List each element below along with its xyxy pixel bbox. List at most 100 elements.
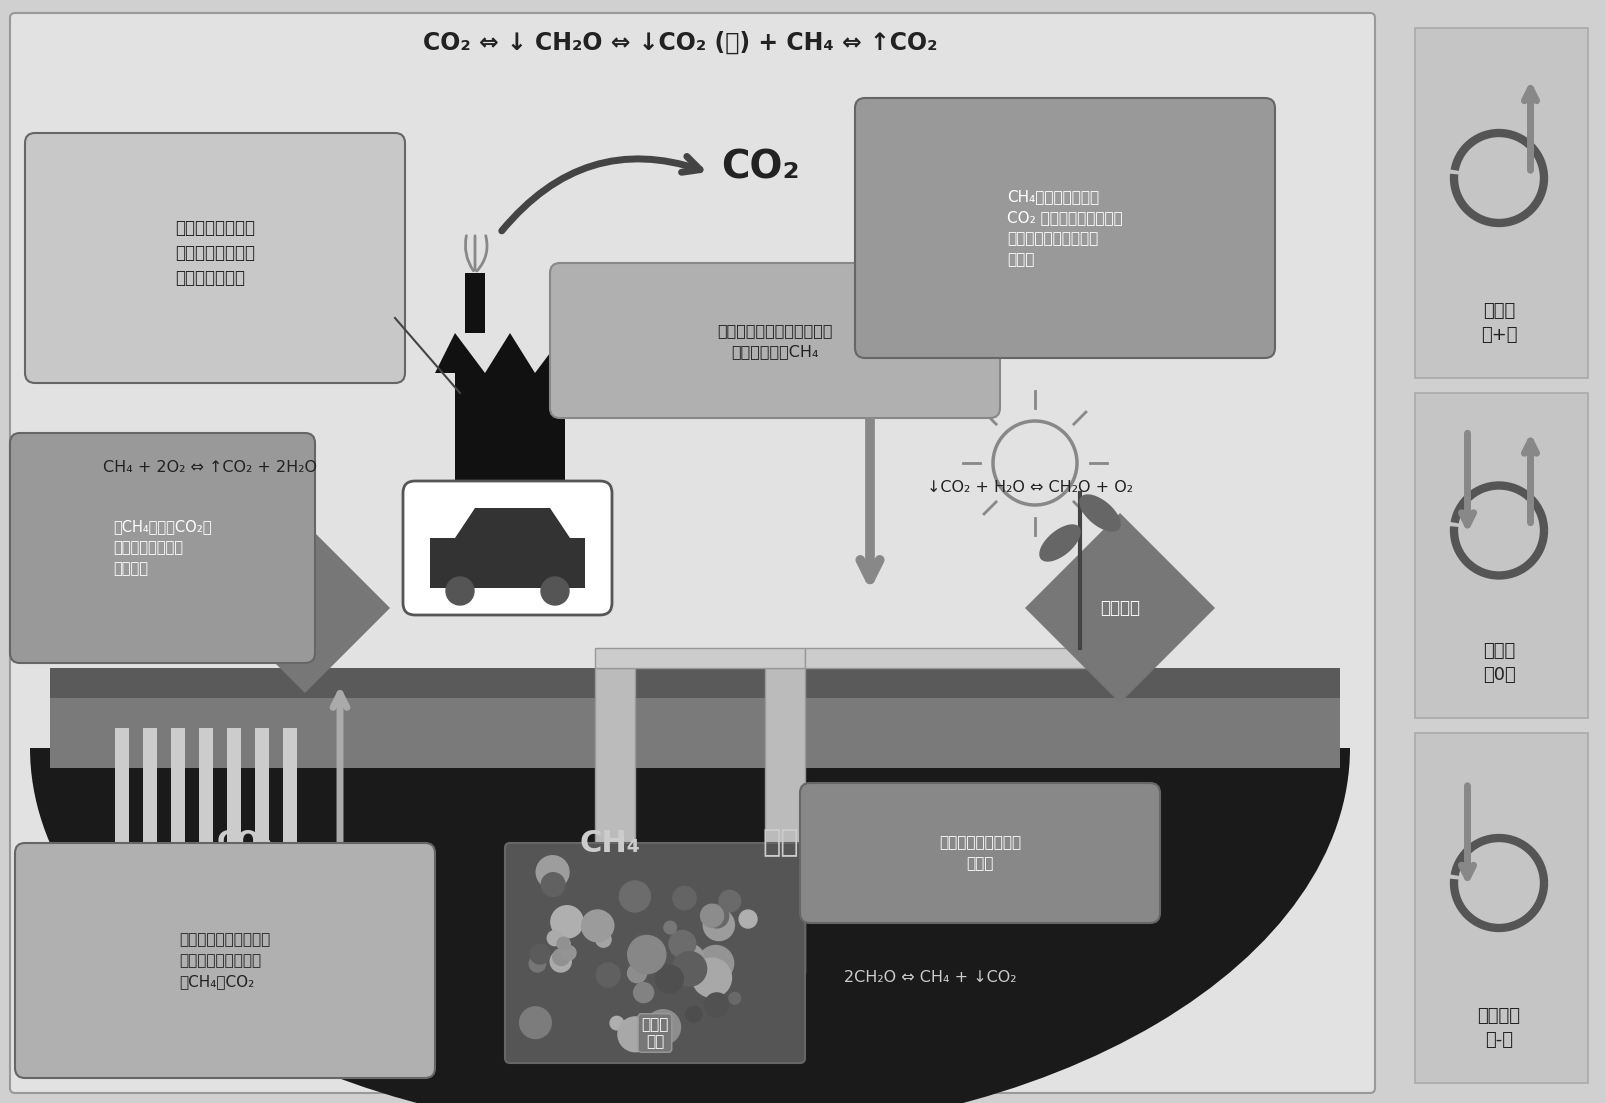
FancyArrowPatch shape [1523,441,1536,523]
Circle shape [743,940,777,973]
Circle shape [620,881,650,912]
Circle shape [672,952,706,986]
Polygon shape [594,668,634,973]
FancyBboxPatch shape [403,481,612,615]
FancyBboxPatch shape [10,13,1374,1093]
Text: CO₂: CO₂ [721,149,799,188]
FancyBboxPatch shape [799,783,1159,923]
Circle shape [557,938,570,951]
Circle shape [692,959,730,997]
FancyBboxPatch shape [504,843,804,1063]
Circle shape [530,955,546,972]
Text: 使用现有的燤层气基础设施
从气井中生产CH₄: 使用现有的燤层气基础设施 从气井中生产CH₄ [717,323,833,358]
FancyBboxPatch shape [26,133,404,383]
Polygon shape [454,508,570,538]
Polygon shape [282,728,297,913]
Circle shape [610,1016,623,1030]
Circle shape [698,945,733,982]
Circle shape [587,912,613,939]
Polygon shape [1414,28,1587,378]
Polygon shape [1414,393,1587,718]
Text: 碳中和
（0）: 碳中和 （0） [1481,642,1515,684]
Circle shape [719,890,740,912]
FancyArrowPatch shape [1461,433,1473,525]
Text: 负碳排放
（-）: 负碳排放 （-） [1477,1007,1520,1049]
Text: 碳排放
（+）: 碳排放 （+） [1480,302,1517,344]
Polygon shape [1404,18,1591,1088]
Circle shape [547,931,562,945]
Ellipse shape [30,358,1350,1103]
Polygon shape [226,728,241,913]
Circle shape [628,964,647,983]
FancyBboxPatch shape [854,98,1274,358]
Ellipse shape [1079,494,1120,532]
Polygon shape [170,728,185,913]
Text: 燃烧: 燃烧 [294,599,316,617]
Circle shape [628,935,666,974]
Polygon shape [50,698,1339,768]
Text: 植物源的碳源注入到
燤层中: 植物源的碳源注入到 燤层中 [939,835,1021,871]
Text: 与CH₄相比，CO₂优
先被吸附和封存到
燤基质中: 与CH₄相比，CO₂优 先被吸附和封存到 燤基质中 [112,520,212,577]
Circle shape [685,1006,701,1022]
Circle shape [541,872,565,897]
Polygon shape [435,333,584,373]
FancyBboxPatch shape [14,843,435,1078]
Circle shape [677,944,703,972]
Polygon shape [804,647,1109,668]
Circle shape [581,910,613,942]
Circle shape [663,921,676,934]
Circle shape [530,944,549,964]
Circle shape [700,904,724,928]
Text: CO₂: CO₂ [217,829,273,857]
Polygon shape [199,728,213,913]
Text: CO₂ ⇔ ↓ CH₂O ⇔ ↓CO₂ (燤) + CH₄ ⇔ ↑CO₂: CO₂ ⇔ ↓ CH₂O ⇔ ↓CO₂ (燤) + CH₄ ⇔ ↑CO₂ [422,31,937,55]
Text: CH₄转化成能源产生
CO₂ 重新释放到空气中，
再通过光合作用固定到
植物中: CH₄转化成能源产生 CO₂ 重新释放到空气中， 再通过光合作用固定到 植物中 [1006,189,1122,267]
Polygon shape [220,523,390,693]
Circle shape [645,1009,681,1045]
FancyArrowPatch shape [860,211,880,579]
Polygon shape [465,274,485,333]
Circle shape [595,963,620,987]
Polygon shape [116,728,128,913]
FancyArrowPatch shape [1461,785,1473,878]
Circle shape [446,577,473,606]
Circle shape [705,904,729,928]
Polygon shape [764,668,804,973]
Circle shape [632,934,647,949]
Polygon shape [255,728,268,913]
Polygon shape [430,538,584,588]
FancyBboxPatch shape [10,433,315,663]
Circle shape [738,910,756,928]
FancyArrowPatch shape [332,694,347,900]
Circle shape [669,931,695,957]
Polygon shape [143,728,157,913]
Polygon shape [1024,513,1215,703]
Circle shape [552,949,570,965]
Ellipse shape [1038,524,1080,561]
Text: ↓CO₂ + H₂O ⇔ CH₂O + O₂: ↓CO₂ + H₂O ⇔ CH₂O + O₂ [926,481,1132,495]
Polygon shape [454,373,565,493]
FancyArrowPatch shape [501,157,700,231]
Circle shape [595,932,610,947]
Circle shape [634,983,653,1003]
Circle shape [672,887,695,910]
Circle shape [705,993,729,1017]
Circle shape [520,1007,551,1039]
Polygon shape [1414,733,1587,1083]
Circle shape [618,1017,652,1052]
Circle shape [536,856,568,889]
Circle shape [551,951,571,972]
Circle shape [562,945,576,960]
Text: CH₄: CH₄ [579,828,640,857]
Circle shape [541,577,568,606]
Circle shape [729,993,740,1004]
Circle shape [703,909,733,941]
FancyArrowPatch shape [1523,88,1536,170]
Text: 2CH₂O ⇔ CH₄ + ↓CO₂: 2CH₂O ⇔ CH₄ + ↓CO₂ [843,971,1016,985]
Text: 光合作用: 光合作用 [1099,599,1140,617]
Circle shape [551,906,583,938]
Polygon shape [14,18,1369,748]
Circle shape [655,965,682,993]
Text: 甲烷在天然气市场
出售用于运输、发
电以及其他用途: 甲烷在天然气市场 出售用于运输、发 电以及其他用途 [175,219,255,287]
Polygon shape [594,647,804,668]
